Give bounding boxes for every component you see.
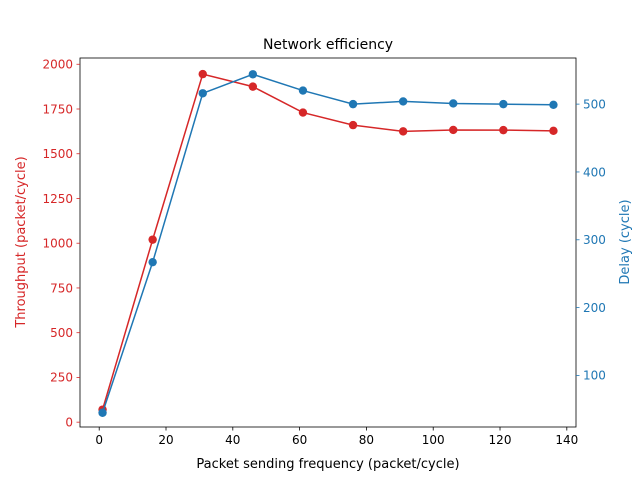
y-left-tick-label: 250: [50, 371, 73, 385]
series-2-point: [499, 99, 508, 109]
x-tick-label: 120: [489, 433, 512, 447]
y-left-tick-label: 1750: [42, 102, 73, 116]
x-tick-label: 140: [555, 433, 578, 447]
y-right-axis-label: Delay (cycle): [618, 199, 633, 284]
series-1-point: [549, 126, 558, 136]
series-1-point: [298, 108, 308, 117]
series-1-point: [449, 125, 458, 135]
x-tick-label: 40: [225, 433, 240, 447]
axes-layer: 0 20 40 60 80 100 120 140 0 250 500 750 1000 1250 1500…: [42, 58, 605, 447]
x-tick-label: 0: [95, 433, 103, 447]
chart-title: Network efficiency: [263, 37, 393, 53]
x-tick-label: 100: [422, 433, 445, 447]
series-2-point: [449, 99, 458, 108]
series-2-point: [148, 257, 157, 267]
series-2-point: [348, 99, 358, 109]
y-right-tick-label: 400: [583, 165, 606, 179]
x-tick-label: 80: [359, 433, 374, 447]
x-axis-label: Packet sending frequency (packet/cycle): [196, 457, 459, 472]
y-right-tick-label: 100: [583, 369, 606, 383]
plot-frame: [79, 57, 577, 428]
y-right-tick-label: 200: [583, 301, 606, 315]
y-right-tick-label: 300: [583, 233, 606, 247]
series-1-point: [148, 235, 157, 244]
series-1-point: [499, 125, 508, 135]
y-left-tick-label: 750: [50, 281, 73, 295]
y-right-tick-label: 500: [583, 97, 606, 111]
series-1-point: [198, 69, 207, 79]
y-left-tick-label: 1000: [42, 237, 73, 251]
series-2-point: [398, 97, 408, 106]
series-1-line: [101, 73, 554, 410]
series-1-point: [398, 127, 408, 136]
x-tick-label: 60: [292, 433, 307, 447]
series-2-point: [198, 89, 207, 98]
series-2-point: [549, 100, 558, 110]
series-1-point: [248, 82, 258, 91]
series-2-point: [298, 86, 308, 95]
series-1-point: [348, 120, 358, 130]
y-left-tick-label: 1500: [42, 147, 73, 161]
y-left-tick-label: 500: [50, 326, 73, 340]
x-tick-label: 20: [158, 433, 173, 447]
series-2-point: [98, 408, 107, 417]
series-layer: [98, 69, 558, 417]
y-left-tick-label: 1250: [42, 192, 73, 206]
y-left-axis-label: Throughput (packet/cycle): [14, 156, 29, 328]
series-2-line: [101, 73, 554, 413]
y-left-tick-label: 2000: [42, 58, 73, 72]
y-left-tick-label: 0: [65, 415, 73, 429]
series-2-point: [248, 70, 258, 79]
